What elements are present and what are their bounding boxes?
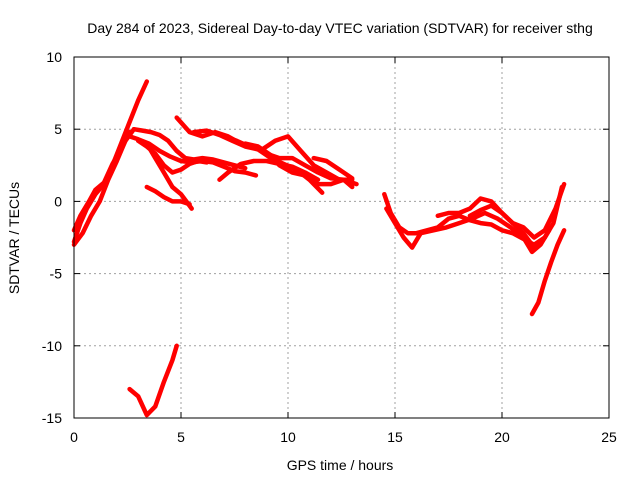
grid <box>74 57 609 418</box>
y-tick-label: -15 <box>42 410 62 426</box>
plot-frame <box>73 56 610 419</box>
y-tick-label: -10 <box>42 338 62 354</box>
series-arc-8 <box>144 184 192 207</box>
series-arc-15 <box>127 343 179 418</box>
series-arc-16 <box>382 191 548 247</box>
series-arc-17 <box>384 206 552 255</box>
series-arc-19 <box>467 181 567 240</box>
x-tick-label: 5 <box>177 429 185 445</box>
y-tick-label: 5 <box>54 121 62 137</box>
x-tick-label: 15 <box>387 429 403 445</box>
y-axis-label: SDTVAR / TECUs <box>6 182 22 294</box>
x-tick-label: 20 <box>494 429 510 445</box>
x-tick-label: 25 <box>601 429 617 445</box>
series-arc-1 <box>71 79 150 245</box>
y-tick-label: 0 <box>54 193 62 209</box>
x-tick-label: 0 <box>70 429 78 445</box>
x-axis-label: GPS time / hours <box>287 457 394 473</box>
data-series <box>71 79 567 418</box>
y-tick-label: 10 <box>46 49 62 65</box>
x-tick-label: 10 <box>280 429 296 445</box>
series-arc-20 <box>529 228 567 317</box>
series-arc-13 <box>217 158 321 182</box>
series-arc-14 <box>311 155 355 181</box>
series-arc-5 <box>131 126 248 171</box>
series-arc-12 <box>242 141 359 187</box>
series-arc-3 <box>71 126 137 247</box>
series-arc-7 <box>144 141 194 211</box>
chart-title: Day 284 of 2023, Sidereal Day-to-day VTE… <box>87 20 593 36</box>
y-tick-label: -5 <box>50 266 63 282</box>
